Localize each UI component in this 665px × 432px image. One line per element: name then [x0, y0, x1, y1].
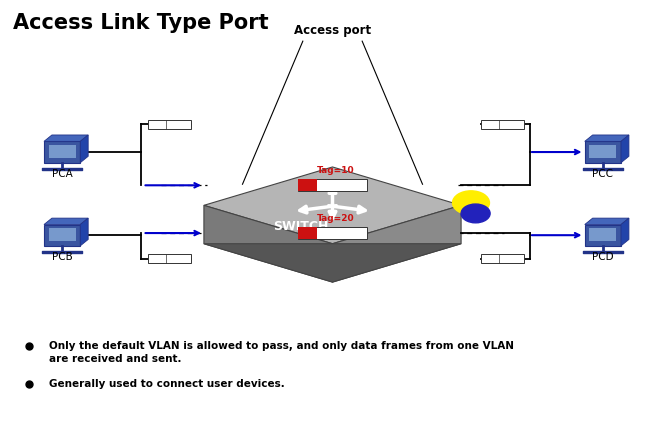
FancyBboxPatch shape [481, 254, 524, 264]
FancyBboxPatch shape [585, 225, 621, 246]
Circle shape [461, 204, 490, 223]
Polygon shape [44, 135, 88, 141]
Circle shape [452, 191, 489, 215]
Text: PCD: PCD [592, 252, 614, 262]
Text: Access port: Access port [294, 24, 371, 37]
Polygon shape [204, 244, 461, 282]
Polygon shape [80, 218, 88, 246]
Text: PCC: PCC [593, 168, 613, 179]
FancyBboxPatch shape [589, 228, 616, 241]
FancyBboxPatch shape [585, 141, 621, 163]
Polygon shape [621, 135, 629, 163]
Polygon shape [585, 218, 629, 225]
FancyBboxPatch shape [49, 145, 76, 158]
Text: PCA: PCA [52, 168, 72, 179]
Text: Only the default VLAN is allowed to pass, and only data frames from one VLAN: Only the default VLAN is allowed to pass… [49, 341, 514, 351]
Text: are received and sent.: are received and sent. [49, 354, 182, 364]
Text: Tag=20: Tag=20 [317, 214, 354, 223]
Polygon shape [585, 135, 629, 141]
FancyBboxPatch shape [148, 120, 191, 129]
FancyBboxPatch shape [298, 227, 317, 239]
Polygon shape [204, 167, 461, 244]
Polygon shape [621, 218, 629, 246]
FancyBboxPatch shape [481, 120, 524, 129]
FancyBboxPatch shape [298, 179, 367, 191]
Text: SWITCH: SWITCH [273, 220, 328, 233]
FancyBboxPatch shape [298, 227, 367, 239]
Polygon shape [204, 205, 332, 282]
Text: Access Link Type Port: Access Link Type Port [13, 13, 268, 33]
Text: Generally used to connect user devices.: Generally used to connect user devices. [49, 379, 285, 389]
Polygon shape [80, 135, 88, 163]
Polygon shape [332, 205, 461, 282]
FancyBboxPatch shape [298, 179, 317, 191]
FancyBboxPatch shape [589, 145, 616, 158]
FancyBboxPatch shape [148, 254, 191, 264]
Text: PCB: PCB [52, 252, 72, 262]
FancyBboxPatch shape [49, 228, 76, 241]
FancyBboxPatch shape [44, 141, 80, 163]
Text: Tag=10: Tag=10 [317, 166, 354, 175]
Polygon shape [44, 218, 88, 225]
FancyBboxPatch shape [44, 225, 80, 246]
